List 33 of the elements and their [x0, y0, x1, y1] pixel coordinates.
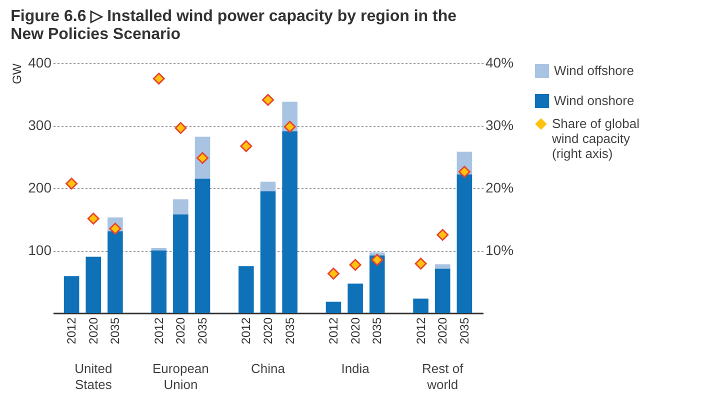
x-tick-label: 2035 — [108, 317, 122, 344]
y-tick-label: 200 — [28, 180, 52, 196]
x-tick-label: 2020 — [261, 317, 275, 344]
chart-title: Figure 6.6 ▷ Installed wind power capacity by region in the New Policies Scenario — [10, 8, 457, 43]
y2-tick-label: 20% — [486, 180, 514, 196]
x-tick-label: 2012 — [239, 317, 254, 344]
y-tick-label: 100 — [28, 242, 52, 258]
legend-label: Wind offshore — [554, 63, 634, 78]
x-tick-label: 2012 — [414, 317, 428, 344]
y2-tick-label: 40% — [486, 54, 514, 70]
text: Rest of world — [422, 361, 464, 392]
text: India — [341, 361, 370, 376]
legend-label: Wind onshore — [554, 93, 634, 108]
y2-tick-label: 10% — [486, 242, 514, 258]
x-tick-label: 2035 — [282, 317, 297, 344]
x-tick-label: 2035 — [457, 317, 472, 344]
text: China — [251, 361, 286, 376]
x-tick-label: 2012 — [152, 317, 166, 344]
y-tick-label: 300 — [28, 117, 52, 133]
x-tick-label: 2020 — [348, 317, 362, 344]
x-tick-label: 2020 — [436, 317, 450, 344]
x-tick-label: 2035 — [196, 317, 210, 344]
x-tick-label: 2012 — [326, 317, 340, 344]
x-tick-label: 2020 — [174, 317, 188, 344]
y2-tick-label: 30% — [486, 117, 514, 133]
x-tick-label: 2020 — [86, 317, 100, 344]
y-tick-label: 400 — [28, 54, 52, 70]
text: European Union — [152, 361, 209, 392]
x-tick-label: 2035 — [370, 317, 384, 344]
legend-label: Share of global wind capacity (right axis) — [551, 116, 640, 161]
text: United States — [74, 361, 112, 392]
x-tick-label: 2012 — [64, 317, 79, 344]
y-axis-title: GW — [10, 62, 24, 84]
